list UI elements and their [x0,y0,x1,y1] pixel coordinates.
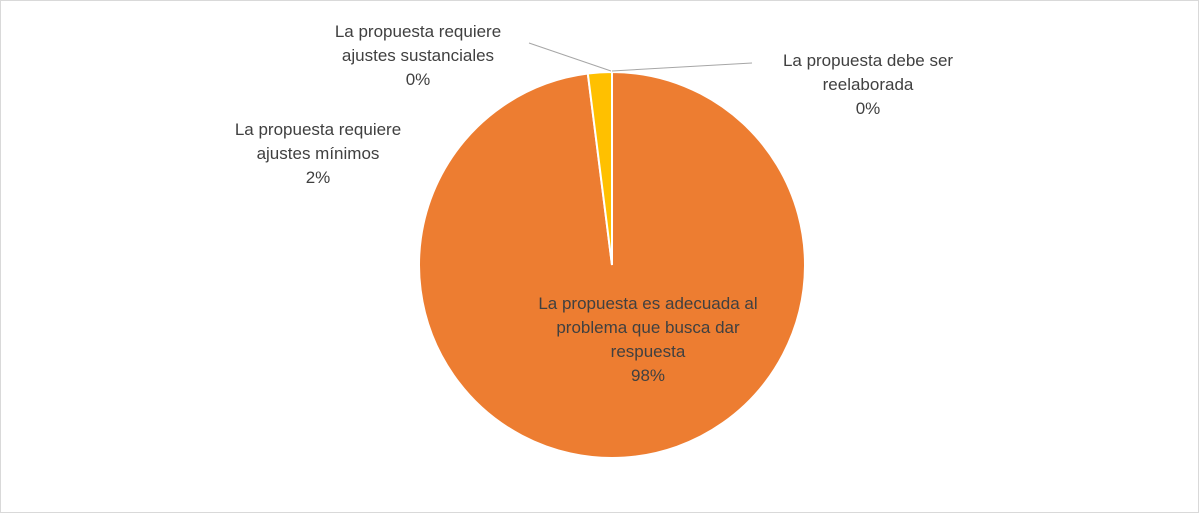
value-label: 2% [305,168,331,187]
leader-line [528,42,612,72]
category-label: La propuesta debe ser reelaborada [782,51,954,94]
data-label: La propuesta requiere ajustes sustancial… [308,20,528,92]
data-label: La propuesta debe ser reelaborada 0% [753,49,983,121]
value-label: 98% [630,366,666,385]
category-label: La propuesta requiere ajustes mínimos [234,120,402,163]
data-label: La propuesta requiere ajustes mínimos 2% [208,118,428,190]
data-label: La propuesta es adecuada al problema que… [538,292,758,388]
category-label: La propuesta es adecuada al problema que… [538,294,758,361]
value-label: 0% [405,70,431,89]
value-label: 0% [855,99,881,118]
pie [418,70,806,459]
leader-line [611,62,753,72]
category-label: La propuesta requiere ajustes sustancial… [334,22,502,65]
